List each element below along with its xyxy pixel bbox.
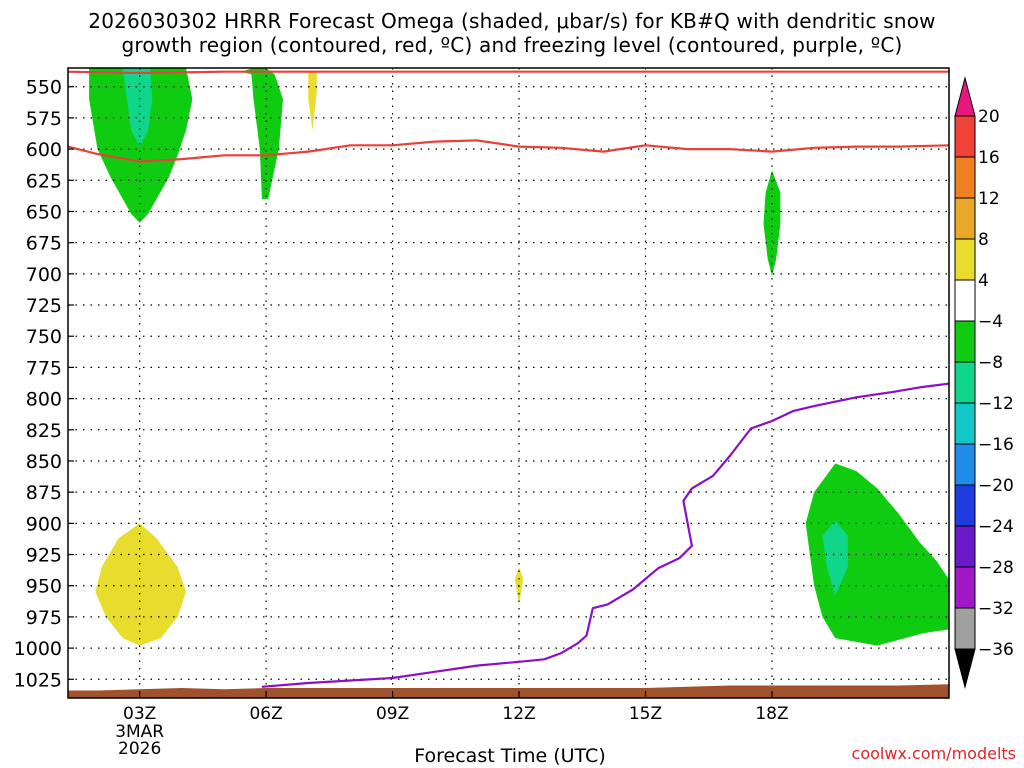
y-tick-label-700: 700 [26,264,62,286]
x-tick-label-06Z: 06Z [249,704,282,724]
colorbar-swatch-7 [954,361,976,404]
x-axis-label: Forecast Time (UTC) [414,745,606,767]
colorbar-label-6: −8 [978,353,1003,373]
colorbar: 20 16 12 8 4 −4 −8 −12 −16 −20 −24 −28 −32 −36 [954,76,1014,689]
chart-title-line-1: 2026030302 HRRR Forecast Omega (shaded, … [88,9,936,33]
colorbar-label-2: 12 [978,189,1000,209]
y-axis: 550 575 600 625 650 675 700 725 750 775 800 825 850 8… [14,77,74,691]
colorbar-label-10: −24 [978,517,1014,537]
colorbar-top-arrow [954,76,976,117]
x-tick-label-18Z: 18Z [755,704,788,724]
y-tick-label-1000: 1000 [14,638,62,660]
y-tick-label-575: 575 [26,108,62,130]
y-tick-label-1025: 1025 [14,669,62,691]
colorbar-swatch-11 [954,525,976,568]
plot-frame [67,67,950,699]
colorbar-swatch-10 [954,484,976,527]
colorbar-label-4: 4 [978,271,989,291]
colorbar-swatch-3 [954,197,976,240]
contour-lines [68,70,949,698]
colorbar-label-9: −20 [978,476,1014,496]
x-tick-sublabel-3MAR: 3MAR [115,722,164,742]
y-tick-label-625: 625 [26,170,62,192]
omega-region-3 [308,71,317,131]
y-tick-label-675: 675 [26,233,62,255]
omega-region-1 [122,68,153,147]
y-tick-label-825: 825 [26,420,62,442]
omega-region-5 [95,523,186,646]
y-tick-label-850: 850 [26,451,62,473]
dgz-contour-line-0 [68,139,949,163]
x-tick-sublabel-2026: 2026 [118,739,161,759]
y-tick-label-900: 900 [26,513,62,535]
dgz-contour-line-1 [68,70,949,75]
colorbar-swatch-9 [954,443,976,486]
colorbar-swatch-6 [954,320,976,363]
chart-title-line-2: growth region (contoured, red, ºC) and f… [121,33,903,57]
colorbar-label-7: −12 [978,394,1014,414]
y-tick-label-725: 725 [26,295,62,317]
y-tick-label-750: 750 [26,326,62,348]
colorbar-label-0: 20 [978,107,1000,127]
omega-region-8 [822,520,848,596]
x-tick-label-09Z: 09Z [376,704,409,724]
y-tick-label-875: 875 [26,482,62,504]
colorbar-swatch-1 [954,115,976,158]
y-tick-label-975: 975 [26,607,62,629]
grid-dots [68,68,949,698]
colorbar-bottom-arrow [954,648,976,689]
credit-text: coolwx.com/modelts [851,744,1016,763]
colorbar-label-13: −36 [978,640,1014,660]
colorbar-label-8: −16 [978,435,1014,455]
colorbar-swatch-2 [954,156,976,199]
y-tick-label-650: 650 [26,201,62,223]
colorbar-label-12: −32 [978,599,1014,619]
x-tick-label-12Z: 12Z [502,704,535,724]
y-tick-label-550: 550 [26,77,62,99]
colorbar-label-11: −28 [978,558,1014,578]
x-tick-label-15Z: 15Z [629,704,662,724]
colorbar-label-1: 16 [978,148,1000,168]
y-tick-label-925: 925 [26,545,62,567]
x-tick-label-03Z: 03Z [123,704,156,724]
colorbar-label-5: −4 [978,312,1003,332]
colorbar-swatch-5 [954,279,976,322]
colorbar-swatch-4 [954,238,976,281]
y-tick-label-600: 600 [26,139,62,161]
colorbar-swatch-8 [954,402,976,445]
omega-shading [89,68,949,646]
omega-region-0 [89,68,193,223]
colorbar-label-3: 8 [978,230,989,250]
y-tick-label-775: 775 [26,357,62,379]
omega-region-7 [805,463,949,646]
terrain-fill [68,684,949,698]
colorbar-swatch-13 [954,607,976,650]
freezing-level-line-2 [261,382,949,688]
y-tick-label-950: 950 [26,576,62,598]
omega-region-4 [763,170,781,277]
colorbar-swatch-12 [954,566,976,609]
y-tick-label-800: 800 [26,389,62,411]
omega-region-2 [240,68,283,199]
